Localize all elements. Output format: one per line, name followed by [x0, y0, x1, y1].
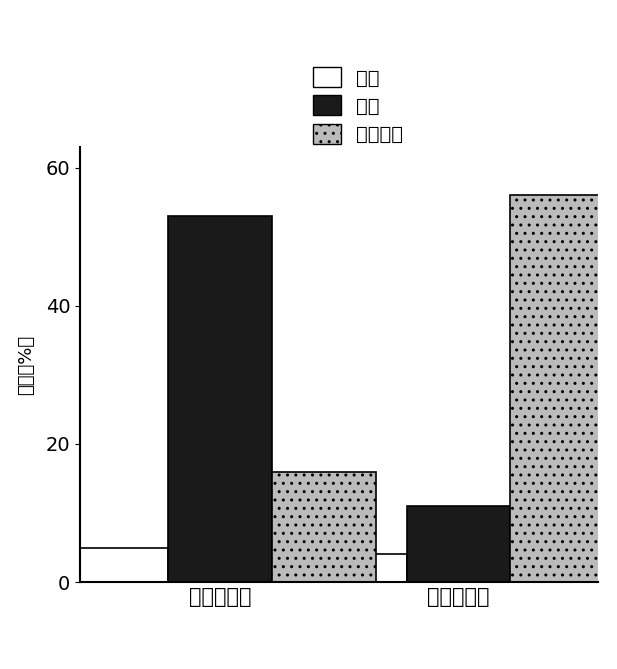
Bar	[407, 506, 510, 582]
Bar	[510, 195, 614, 582]
Y-axis label: 产量（%）: 产量（%）	[17, 334, 35, 395]
Legend: 气体, 焦炭, 生物质油: 气体, 焦炭, 生物质油	[308, 62, 409, 150]
Bar	[168, 216, 272, 582]
Bar	[272, 472, 376, 582]
Bar	[65, 547, 168, 582]
Bar	[303, 555, 407, 582]
